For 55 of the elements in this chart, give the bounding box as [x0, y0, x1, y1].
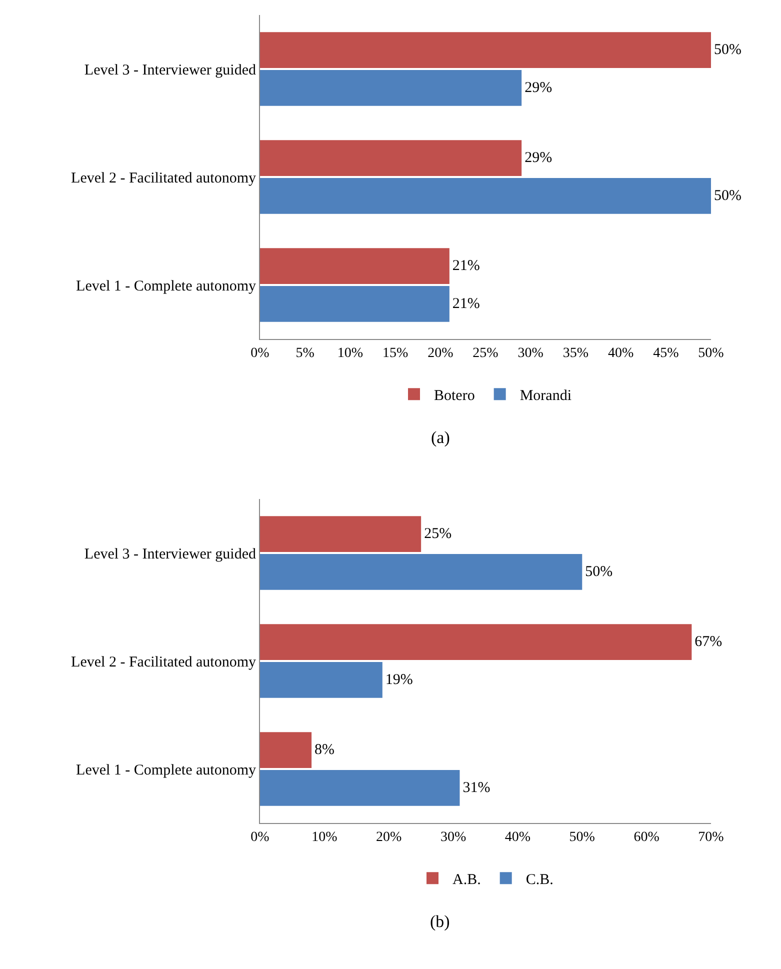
x-tick-label: 35% [562, 346, 589, 361]
bar [260, 140, 522, 176]
x-tick-label: 45% [653, 346, 680, 361]
data-label: 29% [524, 80, 552, 96]
y-tick-label: Level 2 - Facilitated autonomy [71, 654, 256, 670]
x-tick-label: 10% [337, 346, 364, 361]
bar [260, 32, 711, 68]
legend-label: Botero [434, 388, 475, 404]
bar [260, 662, 382, 698]
data-label: 31% [462, 780, 490, 796]
data-label: 21% [452, 296, 480, 312]
x-tick-label: 0% [250, 346, 270, 361]
data-label: 25% [424, 526, 452, 542]
y-tick-label: Level 3 - Interviewer guided [84, 546, 256, 562]
bar [260, 178, 711, 214]
y-tick-label: Level 2 - Facilitated autonomy [71, 170, 256, 186]
data-label: 50% [714, 188, 742, 204]
x-tick-label: 10% [312, 830, 338, 845]
bar [260, 732, 312, 768]
bar [260, 554, 582, 590]
legend-label: Morandi [520, 388, 572, 404]
y-tick-label: Level 1 - Complete autonomy [76, 278, 256, 294]
bar [260, 248, 450, 284]
text: (b) [430, 912, 450, 931]
legend-label: C.B. [526, 872, 554, 888]
x-tick-label: 70% [698, 830, 724, 845]
x-tick-label: 50% [569, 830, 596, 845]
y-tick-label: Level 1 - Complete autonomy [76, 762, 256, 778]
bar [260, 70, 522, 106]
x-tick-label: 30% [440, 830, 466, 845]
x-tick-label: 20% [428, 346, 454, 361]
x-tick-label: 50% [698, 346, 724, 361]
x-tick-label: 30% [518, 346, 544, 361]
x-tick-label: 40% [504, 830, 531, 845]
x-tick-label: 15% [382, 346, 408, 361]
data-label: 29% [524, 150, 552, 166]
legend-label: A.B. [452, 872, 481, 888]
bar [260, 286, 450, 322]
x-tick-label: 25% [472, 346, 499, 361]
bar [260, 516, 422, 552]
x-tick-label: 40% [608, 346, 634, 361]
data-label: 50% [714, 42, 742, 58]
x-tick-label: 5% [296, 346, 315, 361]
data-label: 19% [385, 672, 413, 688]
x-tick-label: 20% [376, 830, 402, 845]
x-tick-label: 60% [634, 830, 660, 845]
bar [260, 624, 692, 660]
text: (a) [431, 428, 450, 447]
data-label: 67% [694, 634, 722, 650]
data-label: 50% [585, 564, 613, 580]
x-tick-label: 0% [250, 830, 270, 845]
data-label: 8% [314, 742, 335, 758]
y-tick-label: Level 3 - Interviewer guided [84, 62, 256, 78]
bar [260, 770, 460, 806]
data-label: 21% [452, 258, 480, 274]
